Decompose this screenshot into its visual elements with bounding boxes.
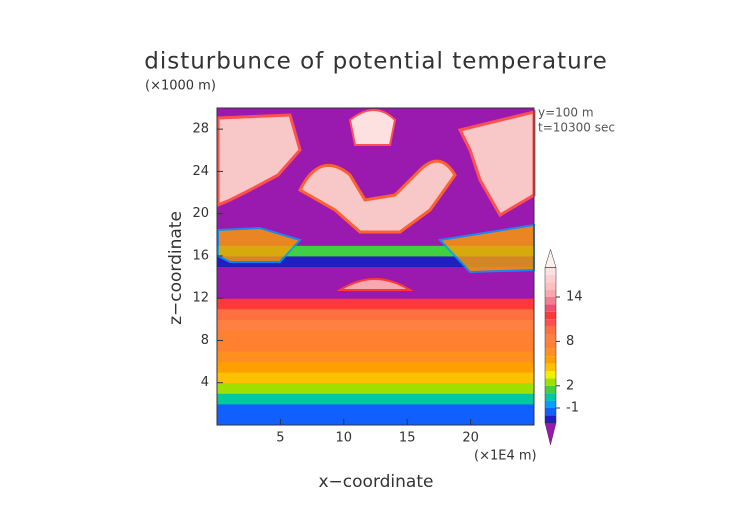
colorbar-band: [545, 371, 556, 379]
colorbar-band: [545, 297, 556, 305]
blob: [336, 278, 414, 291]
field-row: [217, 160, 534, 172]
cloud-blobs: [216, 109, 536, 291]
field-row: [217, 319, 534, 331]
x-unit: (×1E4 m): [474, 449, 537, 464]
colorbar-band: [545, 274, 556, 283]
blob: [348, 109, 397, 146]
colorbar-band: [545, 348, 556, 357]
colorbar-frame: [544, 267, 557, 424]
field-row: [217, 414, 534, 426]
annotation: y=100 m: [538, 106, 594, 120]
colorbar-band: [545, 400, 556, 408]
colorbar-band: [545, 341, 556, 349]
y-tick-label: 4: [201, 375, 209, 390]
field-row: [217, 266, 534, 278]
colorbar-band: [545, 408, 556, 416]
y-tick-label: 28: [192, 122, 209, 137]
colorbar-under: [544, 422, 557, 445]
y-tick-label: 8: [201, 333, 209, 348]
colorbar-band: [545, 385, 556, 394]
colorbar-tick-label: 8: [566, 334, 574, 349]
y-axis-label: z−coordinate: [166, 211, 186, 325]
colorbar-band: [545, 326, 556, 334]
colorbar-band: [545, 415, 556, 423]
chart-title: disturbunce of potential temperature: [144, 49, 608, 75]
colorbar-tick-label: 14: [566, 290, 583, 305]
colorbar-band: [545, 319, 556, 327]
colorbar-band: [545, 304, 556, 312]
field-row: [217, 245, 534, 257]
y-unit: (×1000 m): [145, 79, 216, 94]
field-row: [217, 287, 534, 299]
colorbar-tick-label: 2: [566, 378, 574, 393]
colorbar-band: [545, 334, 556, 342]
x-tick-label: 15: [399, 431, 416, 446]
colorbar-band: [545, 356, 556, 364]
field-row: [217, 329, 534, 341]
colorbar-tick-label: -1: [566, 401, 579, 416]
field-row: [217, 393, 534, 405]
annotation: t=10300 sec: [538, 121, 615, 135]
blob: [298, 159, 457, 234]
field-row: [217, 298, 534, 310]
colorbar-band: [545, 363, 556, 371]
field-row: [217, 382, 534, 394]
colorbar-band: [545, 282, 556, 290]
y-tick-label: 24: [192, 164, 209, 179]
x-axis-label: x−coordinate: [319, 472, 434, 492]
colorbar-band: [545, 289, 556, 297]
plot-frame: [216, 107, 535, 426]
x-tick-label: 5: [276, 431, 284, 446]
colorbar-band: [545, 267, 556, 275]
colorbar-band: [545, 393, 556, 401]
field-row: [217, 308, 534, 320]
field-row: [217, 351, 534, 363]
colorbar-band: [545, 378, 556, 386]
y-tick-label: 20: [192, 206, 209, 221]
field-row: [217, 403, 534, 415]
field-row: [217, 181, 534, 194]
blob: [216, 113, 302, 208]
y-tick-label: 16: [192, 248, 209, 263]
field-row: [217, 361, 534, 373]
field-row: [217, 255, 534, 267]
x-tick-label: 20: [462, 431, 479, 446]
field-row: [217, 150, 534, 162]
field-row: [217, 372, 534, 384]
field-row: [217, 234, 534, 246]
colorbar-band: [545, 311, 556, 320]
colorbar-over: [544, 248, 557, 268]
field-row: [217, 340, 534, 352]
y-tick-label: 12: [192, 291, 209, 306]
x-tick-label: 10: [336, 431, 353, 446]
field-row: [217, 171, 534, 183]
